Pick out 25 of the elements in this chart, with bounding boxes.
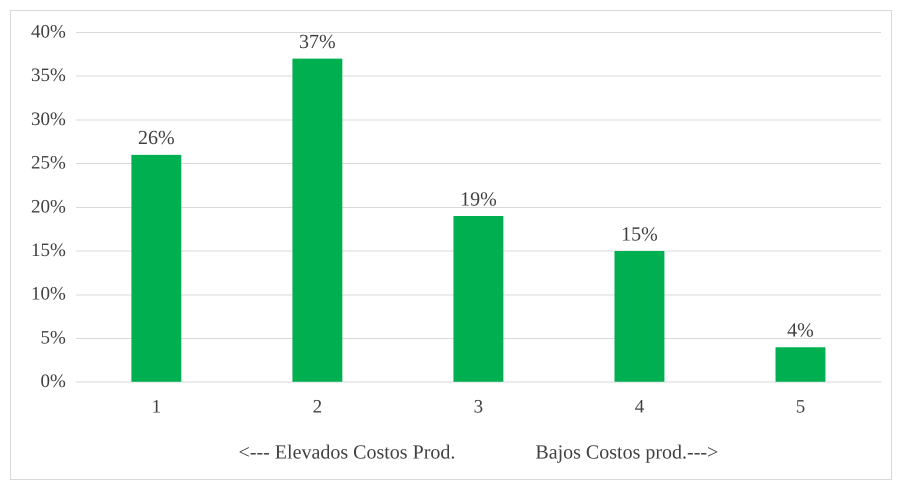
x-tick-label: 5 <box>796 396 806 418</box>
data-label: 4% <box>787 319 814 342</box>
data-label: 37% <box>299 30 336 53</box>
y-tick-label: 40% <box>31 21 66 42</box>
x-tick-label: 4 <box>634 396 645 418</box>
x-tick-label: 1 <box>152 396 162 418</box>
bar <box>292 58 342 382</box>
x-tick-label: 2 <box>312 396 322 418</box>
y-tick-label: 10% <box>31 284 66 305</box>
y-tick-label: 30% <box>31 108 66 130</box>
bar <box>453 216 504 382</box>
y-tick-label: 15% <box>31 240 66 262</box>
y-tick-label: 0% <box>40 371 66 392</box>
y-tick-label: 25% <box>31 152 66 174</box>
data-label: 19% <box>460 188 497 210</box>
bar <box>131 154 182 382</box>
y-tick-label: 35% <box>31 65 66 86</box>
x-tick-label: 3 <box>474 396 484 418</box>
y-tick-label: 20% <box>31 196 66 218</box>
data-label: 15% <box>621 223 658 246</box>
bar <box>614 251 664 382</box>
data-label: 26% <box>138 127 175 150</box>
bar <box>776 347 826 382</box>
y-tick-label: 5% <box>40 327 66 348</box>
x-axis-title: <--- Elevados Costos Prod. Bajos Costos prod.---> <box>238 441 718 464</box>
